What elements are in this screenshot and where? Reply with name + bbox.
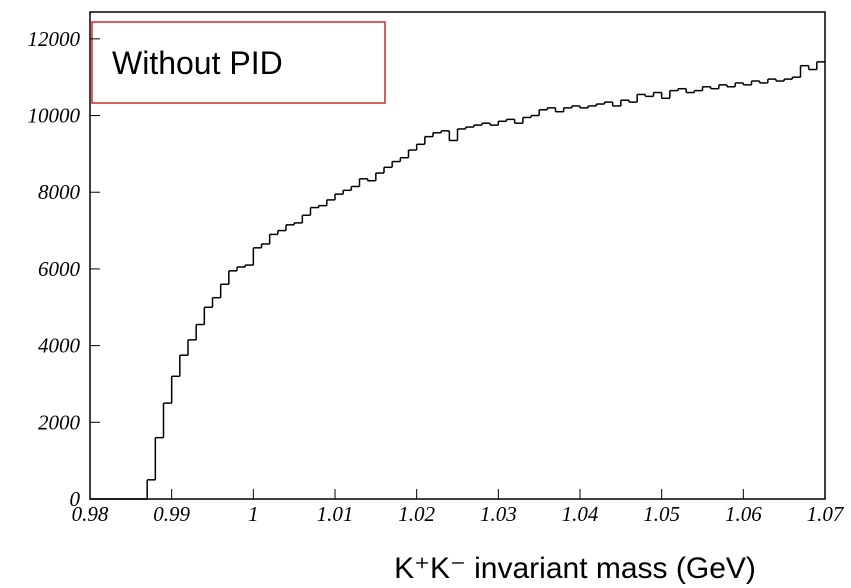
x-tick-label: 1.05 — [643, 502, 680, 526]
y-tick-label: 0 — [70, 487, 81, 511]
histogram-risers — [146, 61, 818, 499]
x-tick-label: 0.99 — [153, 502, 190, 526]
y-tick-label: 8000 — [38, 180, 81, 204]
x-axis-label: K⁺K⁻ invariant mass (GeV) — [394, 552, 756, 585]
plot-frame — [89, 11, 826, 500]
annotation-box — [91, 21, 386, 104]
x-tick-label: 1.04 — [562, 502, 599, 526]
x-tick-label: 1 — [248, 502, 259, 526]
x-tick-label: 1.07 — [807, 502, 845, 526]
y-tick-label: 12000 — [28, 27, 81, 51]
y-tick-label: 10000 — [28, 104, 81, 128]
x-tick-label: 1.01 — [317, 502, 354, 526]
y-tick-label: 6000 — [38, 257, 81, 281]
annotation: Without PID — [112, 45, 283, 81]
y-tick-label: 4000 — [38, 334, 81, 358]
x-tick-label: 1.06 — [725, 502, 762, 526]
x-tick-label: 1.02 — [398, 502, 435, 526]
y-tick-label: 2000 — [38, 410, 81, 434]
x-tick-label: 1.03 — [480, 502, 517, 526]
x-tick-label: 0.98 — [72, 502, 109, 526]
